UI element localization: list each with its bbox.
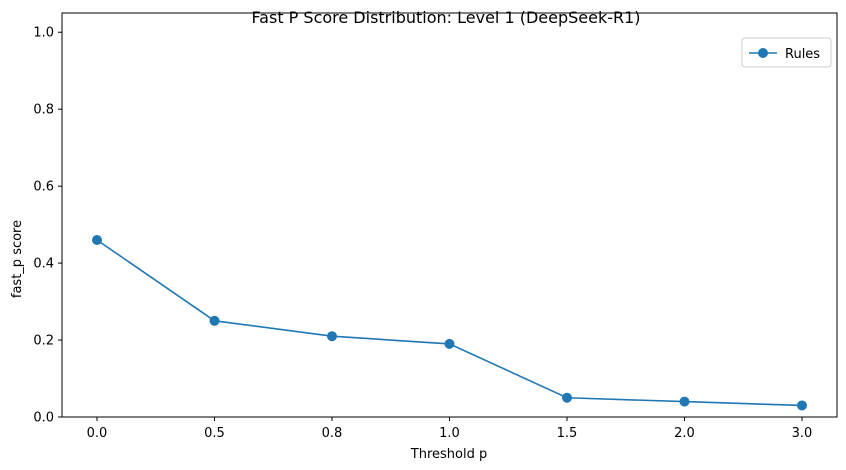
y-axis: 0.0 0.2 0.4 0.6 0.8 1.0 [33, 26, 62, 426]
chart-title: Fast P Score Distribution: Level 1 (Deep… [251, 8, 640, 27]
x-tick-label: 0.8 [322, 426, 343, 441]
x-tick-label: 1.0 [439, 426, 460, 441]
x-tick-label: 0.0 [87, 426, 108, 441]
data-point [92, 235, 102, 246]
legend: Rules [741, 37, 832, 68]
data-point [797, 400, 807, 411]
legend-box [741, 37, 832, 68]
series-rules [92, 235, 807, 411]
y-tick-label: 0.6 [33, 180, 54, 195]
data-point [679, 396, 690, 407]
plot-frame [61, 12, 838, 418]
y-tick-label: 0.0 [33, 411, 54, 426]
y-tick-label: 0.4 [33, 257, 54, 272]
data-point [327, 331, 337, 342]
x-tick-label: 0.5 [204, 426, 225, 441]
data-point [562, 392, 572, 403]
y-tick-label: 0.8 [33, 103, 54, 118]
x-tick-label: 1.5 [557, 426, 578, 441]
x-axis: 0.0 0.5 0.8 1.0 1.5 2.0 3.0 [87, 417, 813, 441]
y-tick-label: 0.2 [33, 334, 54, 349]
x-axis-label: Threshold p [410, 447, 487, 462]
data-point [444, 338, 455, 349]
x-tick-label: 2.0 [674, 426, 695, 441]
legend-label: Rules [785, 47, 820, 62]
y-axis-label: fast_p score [10, 220, 25, 298]
legend-marker [758, 48, 768, 58]
y-tick-label: 1.0 [33, 26, 54, 41]
x-tick-label: 3.0 [792, 426, 813, 441]
data-point [209, 315, 220, 326]
series-line [96, 239, 803, 407]
